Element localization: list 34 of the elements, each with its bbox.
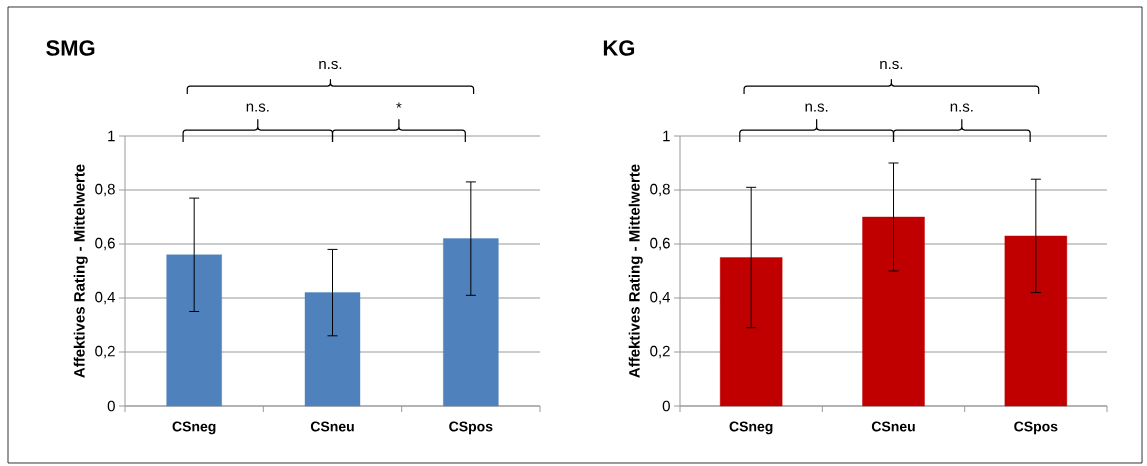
x-tick-label: CSneu <box>871 421 915 432</box>
y-tick-label: 0 <box>662 400 670 412</box>
bar <box>166 254 222 407</box>
text: * <box>396 102 402 108</box>
y-tick-label: 1 <box>663 130 670 142</box>
text: n.s. <box>319 60 342 70</box>
y-tick-label: 0,2 <box>650 345 670 359</box>
y-tick-label: 1 <box>108 130 115 142</box>
text: n.s. <box>950 103 973 112</box>
y-tick-label: 0,8 <box>650 183 670 197</box>
chart-title: SMG <box>46 40 95 56</box>
x-tick-label: CSpos <box>449 421 493 435</box>
y-axis-title: Affektives Rating - Mittelwerte <box>73 164 88 378</box>
x-tick-label: CSneg <box>729 421 773 435</box>
y-axis-title: Affektives Rating - Mittelwerte <box>628 164 643 378</box>
y-tick-label: 0,6 <box>650 237 670 251</box>
y-tick-label: 0 <box>107 400 115 412</box>
text: n.s. <box>805 103 828 112</box>
bar <box>1004 235 1068 407</box>
bar <box>304 292 361 407</box>
y-tick-label: 0,8 <box>95 183 115 197</box>
text: n.s. <box>880 60 903 70</box>
y-tick-label: 0,2 <box>95 345 115 359</box>
y-tick-label: 0,4 <box>650 291 671 305</box>
bar <box>719 257 783 407</box>
text: n.s. <box>246 103 269 112</box>
x-tick-label: CSpos <box>1014 421 1058 435</box>
bar <box>443 238 499 407</box>
x-tick-label: CSneu <box>310 421 354 432</box>
x-tick-label: CSneg <box>172 421 216 435</box>
chart-title: KG <box>603 40 635 56</box>
y-tick-label: 0,6 <box>95 237 115 251</box>
bar <box>862 216 925 407</box>
y-tick-label: 0,4 <box>95 291 116 305</box>
